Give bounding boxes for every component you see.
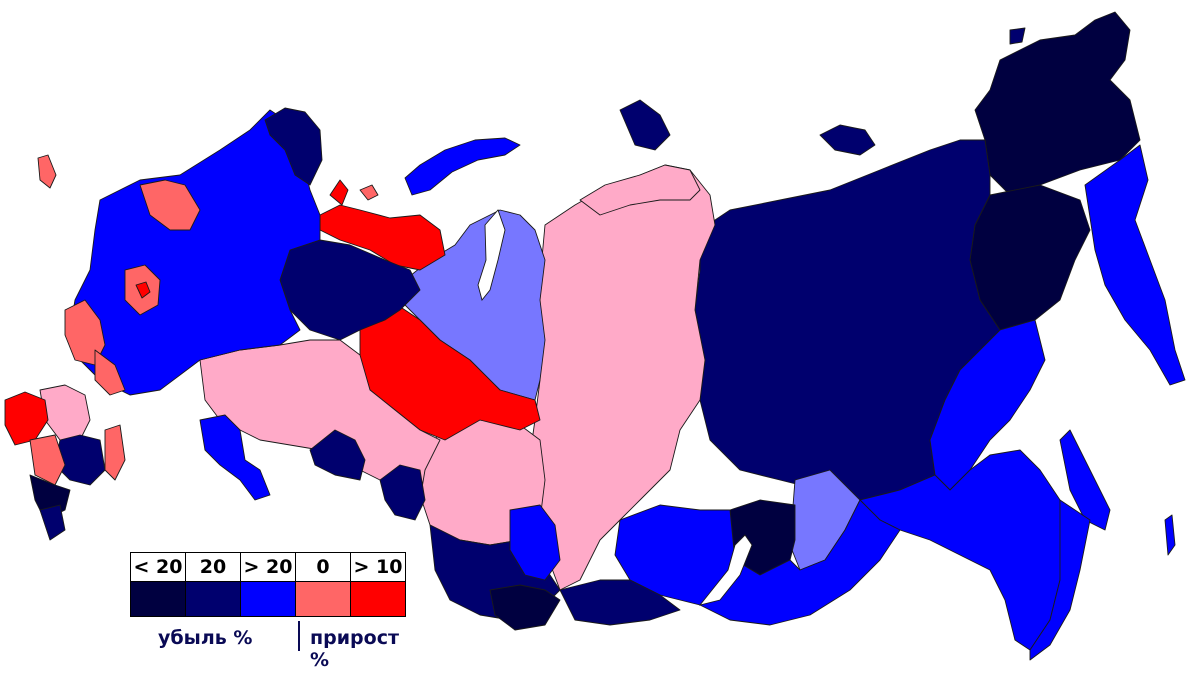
legend-decline-label: убыль % <box>158 627 253 649</box>
region-kurgan <box>379 464 426 521</box>
region-kemerovo <box>509 504 561 581</box>
legend-label-2: 20 <box>185 552 241 582</box>
region-arkhangelsk-coral <box>139 179 201 231</box>
legend-growth-label: прирост % <box>310 627 399 671</box>
region-nenets <box>319 204 446 271</box>
region-crimea <box>4 391 49 446</box>
region-vaygach <box>359 184 379 201</box>
region-taymyr <box>579 164 701 216</box>
region-tuva <box>489 584 561 631</box>
region-primorye <box>1029 499 1091 661</box>
legend-swatch-3 <box>240 581 296 617</box>
region-dagestan <box>39 504 66 541</box>
legend-label-4: 0 <box>295 552 351 582</box>
legend-swatch-1 <box>130 581 186 617</box>
lake-baikal <box>698 534 753 606</box>
legend-table: < 20 20 > 20 0 > 10 <box>130 552 406 617</box>
legend-swatch-4 <box>295 581 351 617</box>
region-belgorod <box>94 349 126 396</box>
region-komi <box>279 239 421 341</box>
region-wrangel <box>1009 27 1026 45</box>
region-moscow-city <box>135 281 151 299</box>
region-south-pink <box>39 384 91 441</box>
region-sakhalin <box>1059 429 1111 531</box>
region-krasnodar <box>29 434 66 486</box>
legend-label-3: > 20 <box>240 552 296 582</box>
region-new-siberian-islands <box>819 124 876 156</box>
region-volgograd <box>104 424 126 481</box>
region-khakassia <box>559 579 681 626</box>
region-magadan <box>969 184 1091 331</box>
legend-label-1: < 20 <box>130 552 186 582</box>
ob-bay <box>477 209 506 301</box>
legend-label-5: > 10 <box>350 552 406 582</box>
legend-captions: убыль % прирост % <box>130 617 406 671</box>
region-kamchatka <box>1084 144 1186 386</box>
region-orenburg <box>309 429 366 481</box>
region-volga-blue <box>199 414 271 501</box>
region-novaya-zemlya <box>404 137 521 196</box>
map-legend: < 20 20 > 20 0 > 10 убыль % прирост % <box>130 552 406 671</box>
region-severnaya-zemlya <box>619 99 671 151</box>
legend-swatch-2 <box>185 581 241 617</box>
legend-swatch-5 <box>350 581 406 617</box>
region-murmansk <box>264 107 323 186</box>
region-south-siberia <box>614 499 901 626</box>
region-nenets-cape <box>329 179 349 206</box>
legend-separator <box>298 621 300 651</box>
region-kuril <box>1164 514 1176 556</box>
region-svalbard <box>37 154 57 189</box>
